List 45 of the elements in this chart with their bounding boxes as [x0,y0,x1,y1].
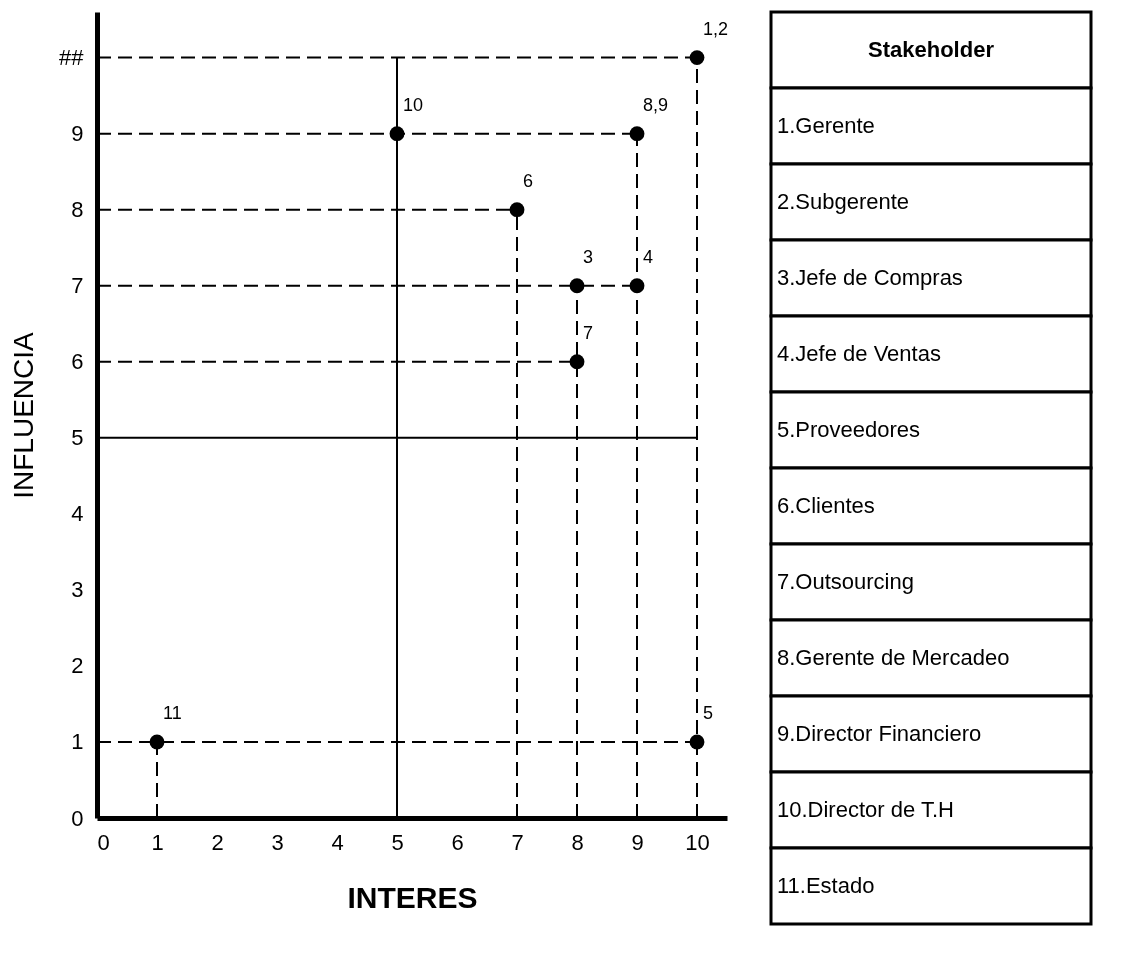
y-tick-label: 7 [71,273,84,299]
text: 11.Estado [777,873,875,898]
y-tick-label: 6 [71,349,84,375]
y-tick-label: 0 [71,805,84,831]
y-tick-label: 9 [71,121,84,147]
x-tick-label: 6 [451,829,464,855]
text: 7.Outsourcing [777,569,914,594]
text: 6.Clientes [777,493,875,518]
series-label: 6 [523,170,534,191]
text: 2.Subgerente [777,189,910,214]
y-tick-label: 3 [71,577,84,603]
y-tick-label: 1 [71,729,84,755]
text: 4.Jefe de Ventas [777,341,941,366]
x-tick-label: 3 [271,829,284,855]
text: Stakeholder [868,37,995,62]
series-label: 8,9 [643,94,669,115]
y-tick-label: 5 [71,425,84,451]
x-tick-label: 0 [97,829,110,855]
y-tick-label: 2 [71,653,84,679]
text: 3.Jefe de Compras [777,265,963,290]
x-tick-label: 10 [685,829,710,855]
series-label: 7 [583,322,594,343]
series-label: 3 [583,246,594,267]
y-tick-label: 4 [71,501,84,527]
x-tick-label: 9 [631,829,644,855]
text: 8.Gerente de Mercadeo [777,645,1010,670]
y-tick-label: 8 [71,197,84,223]
text: 9.Director Financiero [777,721,982,746]
x-tick-label: 8 [571,829,584,855]
series-label: 1,2 [703,18,729,39]
x-axis-title: INTERES [347,880,478,914]
series-label: 11 [163,702,182,723]
y-axis-title: INFLUENCIA [8,331,40,499]
x-tick-label: 2 [211,829,224,855]
series-label: 10 [403,94,424,115]
text: 1.Gerente [777,113,875,138]
x-tick-label: 4 [331,829,344,855]
series-label: 5 [703,702,714,723]
x-tick-label: 5 [391,829,404,855]
text: 10.Director de T.H [777,797,954,822]
text: 5.Proveedores [777,417,921,442]
y-tick-label: ## [59,45,85,71]
x-tick-label: 7 [511,829,524,855]
series-label: 4 [643,246,654,267]
x-tick-label: 1 [151,829,164,855]
